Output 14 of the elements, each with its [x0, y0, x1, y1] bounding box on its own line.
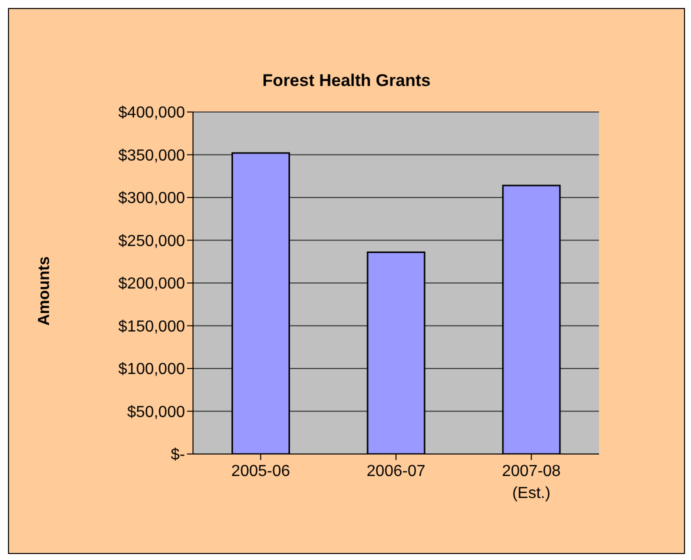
x-tick-label: 2007-08 (Est.) [502, 463, 561, 502]
x-tick-label: 2005-06 [231, 463, 290, 480]
y-tick-label: $300,000 [118, 190, 186, 208]
y-tick-label: $- [170, 446, 185, 464]
y-axis-title: Amounts [36, 256, 54, 326]
x-tick-label: 2006-07 [366, 463, 426, 480]
chart-title: Forest Health Grants [261, 71, 432, 91]
y-tick-label: $150,000 [118, 318, 186, 336]
y-tick-label: $100,000 [118, 361, 186, 378]
y-tick-label: $200,000 [118, 276, 186, 293]
y-tick-label: $400,000 [118, 104, 186, 122]
y-tick-label: $50,000 [127, 404, 186, 421]
y-tick-label: $250,000 [118, 232, 186, 250]
y-tick-label: $350,000 [118, 147, 186, 164]
